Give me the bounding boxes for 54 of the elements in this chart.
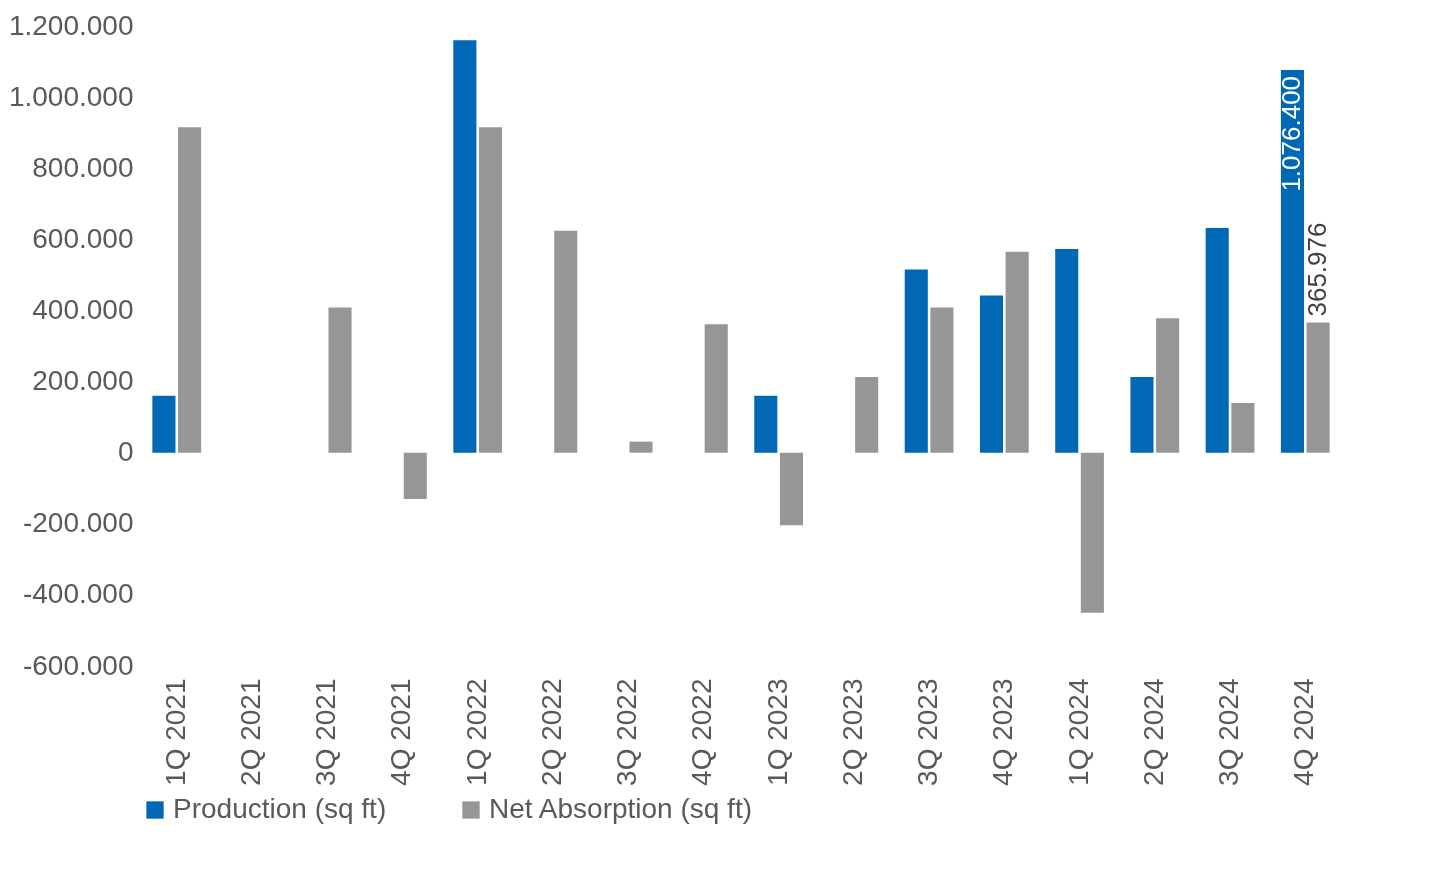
bar	[328, 307, 352, 453]
x-tick-label: 3Q 2024	[1213, 678, 1245, 786]
x-tick-label: 2Q 2023	[836, 678, 868, 786]
bar	[152, 395, 176, 453]
y-tick-label: -600.000	[22, 649, 134, 681]
x-tick-label: 2Q 2021	[234, 678, 266, 786]
bar	[554, 230, 578, 453]
bar	[478, 127, 503, 453]
x-tick-label: 1Q 2023	[761, 678, 793, 786]
bar	[1130, 376, 1154, 453]
y-tick-label: 1.200.000	[8, 9, 134, 41]
bar	[1205, 227, 1229, 453]
bar	[178, 127, 202, 453]
x-tick-label: 3Q 2023	[912, 678, 944, 786]
x-tick-label: 4Q 2024	[1288, 678, 1320, 786]
data-label: 1.076.400	[1276, 75, 1307, 192]
y-tick-label: 600.000	[32, 222, 134, 254]
bar	[1080, 452, 1104, 613]
y-tick-label: -400.000	[22, 578, 134, 610]
bar	[855, 376, 879, 453]
x-tick-label: 4Q 2023	[987, 678, 1019, 786]
bar	[979, 295, 1004, 453]
bar	[453, 40, 477, 453]
legend-label: Net Absorption (sq ft)	[489, 793, 753, 824]
x-tick-label: 3Q 2022	[611, 678, 643, 786]
bar	[754, 395, 778, 453]
x-tick-label: 2Q 2022	[535, 678, 567, 786]
legend-label: Production (sq ft)	[173, 793, 387, 824]
x-tick-label: 1Q 2024	[1062, 678, 1094, 786]
x-tick-label: 4Q 2021	[385, 678, 417, 786]
y-tick-label: 1.000.000	[8, 80, 134, 112]
bar	[1156, 318, 1180, 453]
x-tick-label: 4Q 2022	[686, 678, 718, 786]
y-tick-label: 200.000	[32, 365, 134, 397]
bar	[1306, 322, 1330, 453]
y-tick-label: -200.000	[22, 507, 134, 539]
bar	[1280, 69, 1304, 453]
x-tick-label: 1Q 2022	[460, 678, 492, 786]
bar	[403, 452, 427, 499]
x-tick-label: 3Q 2021	[310, 678, 342, 786]
bar	[904, 269, 928, 453]
bar	[930, 307, 954, 453]
y-tick-label: 0	[117, 436, 134, 468]
bar	[629, 441, 653, 453]
bar	[1231, 402, 1255, 453]
bar	[1055, 248, 1079, 453]
data-label: 365.976	[1302, 222, 1333, 317]
bar	[1005, 251, 1029, 453]
y-tick-label: 800.000	[32, 151, 134, 183]
y-tick-label: 400.000	[32, 293, 134, 325]
bar	[704, 324, 728, 453]
x-tick-label: 1Q 2021	[159, 678, 191, 786]
x-tick-label: 2Q 2024	[1137, 678, 1169, 786]
bar	[779, 452, 803, 526]
